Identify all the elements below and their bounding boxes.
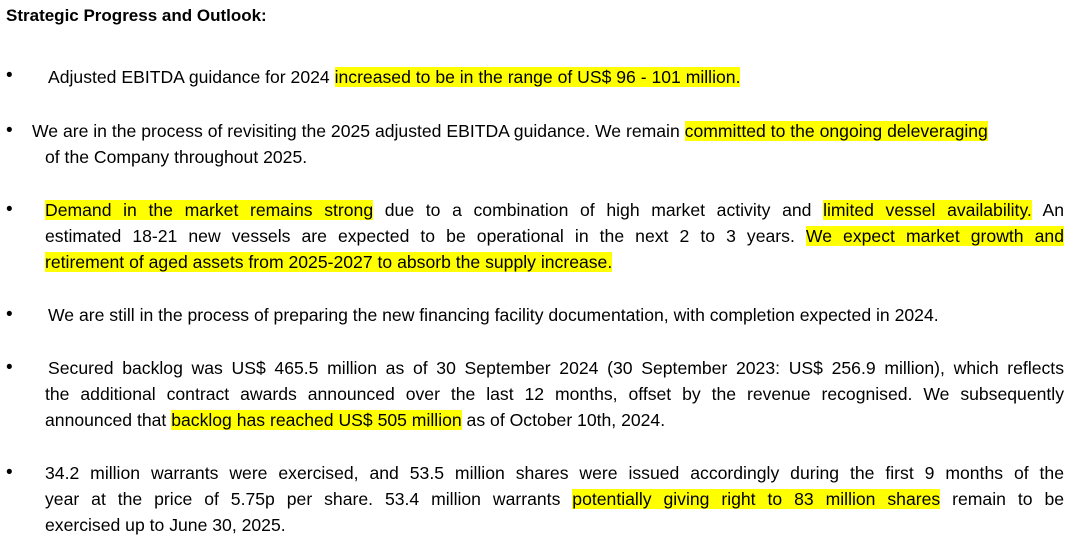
bullet-text: Adjusted EBITDA guidance for 2024 [48, 67, 335, 87]
highlighted-text: limited vessel availability. [823, 200, 1032, 220]
bullet-item-ebitda-2025: We are in the process of revisiting the … [32, 118, 1064, 170]
bullet-text: year at the price of 5.75p per share. 53… [45, 489, 573, 509]
bullet-item-market-demand: Demand in the market remains strong due … [45, 197, 1064, 275]
highlighted-text: We expect market growth and [805, 226, 1064, 246]
bullet-marker: • [6, 357, 13, 378]
highlighted-text: retirement of aged assets from 2025-2027… [45, 252, 613, 272]
bullet-text: estimated 18-21 new vessels are expected… [45, 226, 806, 246]
bullet-marker: • [6, 65, 13, 86]
highlighted-text: Demand in the market remains strong [45, 200, 374, 220]
bullet-text: We are in the process of revisiting the … [32, 121, 685, 141]
bullet-item-ebitda-2024: Adjusted EBITDA guidance for 2024 increa… [48, 64, 1048, 90]
bullet-marker: • [6, 120, 13, 141]
bullet-text: due to a combination of high market acti… [373, 200, 824, 220]
bullet-text: Secured backlog was US$ 465.5 million as… [48, 358, 1064, 378]
bullet-text: the additional contract awards announced… [45, 384, 1064, 404]
bullet-marker: • [6, 462, 13, 483]
bullet-marker: • [6, 199, 13, 220]
highlighted-text: potentially giving right to 83 million s… [572, 489, 941, 509]
bullet-item-warrants: 34.2 million warrants were exercised, an… [45, 460, 1064, 538]
highlighted-text: backlog has reached US$ 505 million [171, 410, 462, 430]
bullet-text: announced that [45, 410, 172, 430]
bullet-marker: • [6, 304, 13, 325]
bullet-item-financing-facility: We are still in the process of preparing… [48, 302, 1048, 328]
bullet-item-backlog: Secured backlog was US$ 465.5 million as… [45, 355, 1064, 433]
bullet-text: as of October 10th, 2024. [461, 410, 666, 430]
highlighted-text: increased to be in the range of US$ 96 -… [334, 67, 741, 87]
bullet-text: remain to be [940, 489, 1065, 509]
bullet-text: We are still in the process of preparing… [48, 305, 939, 325]
bullet-text: 34.2 million warrants were exercised, an… [45, 463, 1064, 483]
bullet-text: of the Company throughout 2025. [45, 147, 308, 167]
bullet-text: An [1031, 200, 1065, 220]
highlighted-text: committed to the ongoing deleveraging [684, 121, 988, 141]
bullet-text: exercised up to June 30, 2025. [45, 515, 286, 535]
section-heading: Strategic Progress and Outlook: [6, 6, 267, 25]
